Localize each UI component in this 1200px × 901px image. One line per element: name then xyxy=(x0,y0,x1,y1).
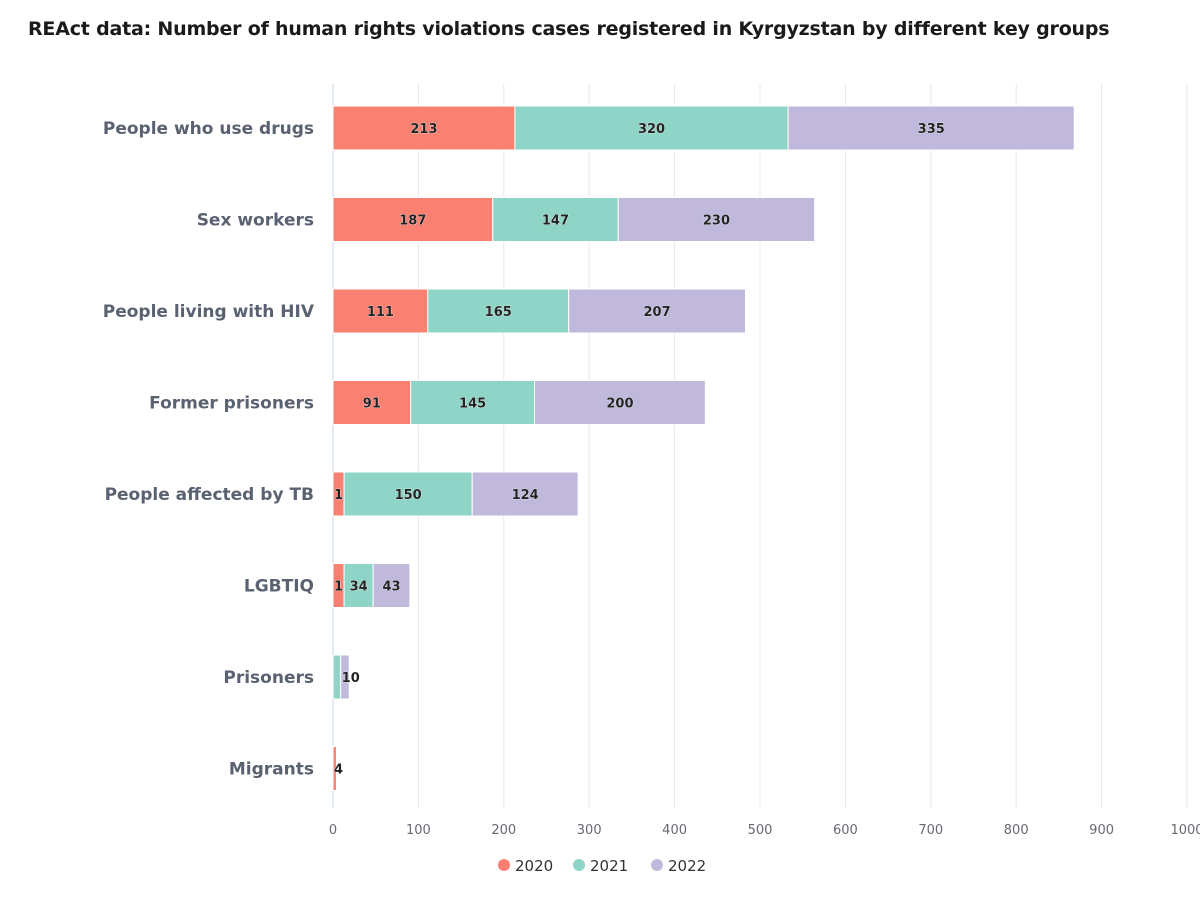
category-label: People who use drugs xyxy=(103,119,314,139)
x-tick-label: 100 xyxy=(406,823,431,838)
bar-segment-2022[interactable] xyxy=(340,654,350,700)
bar-segment-2022[interactable] xyxy=(372,563,411,608)
x-tick-label: 0 xyxy=(329,823,337,838)
data-label: 213 xyxy=(410,122,437,137)
data-label: 91 xyxy=(363,397,381,412)
chart-title: REAct data: Number of human rights viola… xyxy=(28,18,1110,40)
data-label: 124 xyxy=(512,488,539,503)
data-label: 111 xyxy=(367,305,394,320)
x-tick-label: 900 xyxy=(1089,823,1114,838)
data-label: 4 xyxy=(334,763,343,778)
category-label: Former prisoners xyxy=(149,394,314,414)
x-tick-label: 1000 xyxy=(1170,823,1200,838)
data-label: 187 xyxy=(399,214,426,229)
data-label: 335 xyxy=(918,122,945,137)
bar-segment-2022[interactable] xyxy=(617,197,816,242)
bar-segment-2022[interactable] xyxy=(787,105,1075,151)
category-label: Prisoners xyxy=(223,668,314,688)
data-label: 165 xyxy=(485,305,512,320)
x-tick-label: 700 xyxy=(918,823,943,838)
data-label: 34 xyxy=(350,580,368,595)
bar-segment-2020[interactable] xyxy=(332,746,337,791)
x-tick-label: 500 xyxy=(748,823,773,838)
bar-segment-2020[interactable] xyxy=(332,380,412,425)
bar-segment-2021[interactable] xyxy=(343,471,473,517)
legend-label-2021[interactable]: 2021 xyxy=(590,857,628,875)
x-tick-label: 600 xyxy=(833,823,858,838)
legend-marker-2022[interactable] xyxy=(651,859,663,871)
legend-marker-2020[interactable] xyxy=(498,859,510,871)
data-label: 200 xyxy=(606,397,633,412)
category-label: Migrants xyxy=(229,760,314,780)
data-label: 230 xyxy=(703,214,730,229)
data-label: 145 xyxy=(459,397,486,412)
bar-segment-2022[interactable] xyxy=(534,380,706,425)
data-label: 147 xyxy=(542,214,569,229)
x-tick-label: 800 xyxy=(1004,823,1029,838)
bar-segment-2021[interactable] xyxy=(343,563,374,608)
x-tick-label: 300 xyxy=(577,823,602,838)
bar-segment-2020[interactable] xyxy=(332,105,516,151)
data-label: 150 xyxy=(395,488,422,503)
bar-segment-2022[interactable] xyxy=(471,471,579,517)
legend-label-2020[interactable]: 2020 xyxy=(515,857,553,875)
bar-segment-2021[interactable] xyxy=(410,380,536,425)
x-tick-label: 200 xyxy=(491,823,516,838)
bar-segment-2021[interactable] xyxy=(514,105,789,151)
data-label: 10 xyxy=(342,671,360,686)
x-tick-label: 400 xyxy=(662,823,687,838)
bar-segment-2020[interactable] xyxy=(332,197,494,242)
data-label: 320 xyxy=(638,122,665,137)
bar-segment-2022[interactable] xyxy=(568,288,746,334)
legend-marker-2021[interactable] xyxy=(573,859,585,871)
data-label: 43 xyxy=(382,580,400,595)
bar-segment-2021[interactable] xyxy=(332,654,342,700)
category-label: Sex workers xyxy=(197,211,314,231)
category-label: People affected by TB xyxy=(105,485,314,505)
data-label: 207 xyxy=(644,305,671,320)
legend-label-2022[interactable]: 2022 xyxy=(668,857,706,875)
bar-segment-2020[interactable] xyxy=(332,288,429,334)
bar-segment-2021[interactable] xyxy=(427,288,570,334)
category-label: LGBTIQ xyxy=(244,577,314,597)
category-label: People living with HIV xyxy=(103,302,315,322)
